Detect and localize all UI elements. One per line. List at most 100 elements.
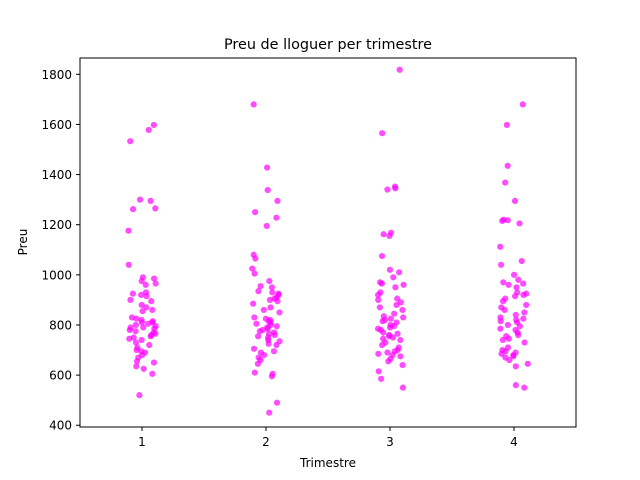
data-point: [264, 187, 271, 194]
data-point: [257, 283, 264, 290]
data-point: [516, 220, 523, 227]
data-point: [387, 324, 394, 331]
data-point: [136, 392, 143, 399]
data-point: [266, 278, 273, 285]
data-point: [138, 291, 145, 298]
y-tick-label: 400: [49, 419, 72, 433]
data-point: [394, 330, 401, 337]
y-tick-label: 1800: [41, 68, 72, 82]
data-point: [250, 345, 258, 352]
data-point: [138, 319, 146, 326]
x-tick-label: 3: [386, 435, 394, 449]
data-point: [512, 311, 519, 319]
data-point: [132, 328, 139, 335]
data-point: [143, 293, 150, 300]
data-point: [378, 280, 385, 287]
data-point: [268, 373, 275, 380]
data-point: [521, 384, 528, 391]
y-tick-label: 800: [49, 318, 72, 332]
data-point: [504, 217, 511, 224]
data-point: [397, 353, 404, 360]
data-point: [384, 349, 391, 356]
data-point: [255, 333, 262, 340]
y-tick-label: 600: [49, 369, 72, 383]
data-point: [266, 296, 274, 304]
plot-area-frame: [79, 57, 577, 428]
data-point: [510, 353, 517, 360]
data-point: [152, 205, 159, 212]
data-point: [276, 309, 283, 316]
data-point: [524, 360, 531, 367]
data-point: [379, 318, 386, 325]
data-point: [129, 206, 137, 213]
data-point: [274, 298, 281, 305]
data-point: [497, 318, 504, 325]
data-point: [132, 339, 140, 346]
data-point: [376, 304, 383, 311]
data-point: [252, 255, 259, 262]
data-point: [396, 269, 403, 276]
data-point: [133, 315, 140, 322]
data-point: [386, 266, 394, 273]
data-point: [396, 66, 403, 73]
data-point: [147, 333, 154, 340]
y-tick-label: 1600: [41, 118, 72, 132]
data-point: [251, 369, 258, 376]
data-point: [400, 281, 407, 288]
data-point: [506, 356, 513, 364]
data-point: [400, 314, 407, 321]
data-point: [249, 265, 256, 272]
data-point: [380, 329, 387, 336]
data-point: [268, 284, 276, 291]
data-point: [515, 331, 522, 339]
data-point: [384, 186, 391, 193]
data-point: [499, 298, 507, 305]
data-point: [138, 336, 145, 344]
data-point: [250, 101, 257, 108]
data-point: [393, 301, 400, 309]
data-point: [505, 335, 512, 342]
data-point: [267, 304, 274, 311]
data-point: [144, 320, 152, 327]
data-point: [256, 328, 263, 335]
data-point: [129, 290, 136, 297]
x-axis-label: Trimestre: [299, 456, 356, 470]
data-point: [140, 324, 147, 331]
data-point: [143, 304, 150, 311]
data-point: [136, 196, 144, 203]
data-point: [498, 350, 505, 357]
data-point: [263, 222, 270, 230]
data-point: [148, 298, 155, 305]
data-point: [149, 306, 156, 314]
y-tick-label: 1000: [41, 268, 72, 282]
data-point: [253, 320, 260, 327]
data-point: [502, 179, 509, 186]
x-tick-label: 1: [138, 435, 146, 449]
data-point: [138, 278, 145, 285]
data-point: [497, 243, 504, 250]
data-point: [147, 197, 154, 204]
data-point: [391, 310, 398, 317]
data-point: [375, 368, 382, 375]
data-point: [150, 121, 157, 129]
data-point: [519, 101, 526, 108]
data-point: [503, 121, 510, 129]
data-point: [146, 341, 153, 349]
data-point: [520, 291, 527, 298]
data-point: [385, 358, 392, 365]
data-point: [126, 335, 133, 342]
data-point: [270, 348, 278, 355]
data-point: [515, 276, 522, 283]
data-point: [500, 279, 507, 286]
data-point: [261, 351, 268, 359]
data-point: [127, 138, 134, 145]
data-point: [125, 261, 132, 268]
data-point: [380, 231, 387, 238]
data-point: [264, 325, 271, 332]
data-point: [518, 257, 525, 265]
data-point: [516, 323, 523, 330]
data-point: [269, 289, 276, 296]
data-point: [505, 281, 512, 288]
data-point: [504, 162, 511, 169]
data-point: [379, 130, 386, 137]
